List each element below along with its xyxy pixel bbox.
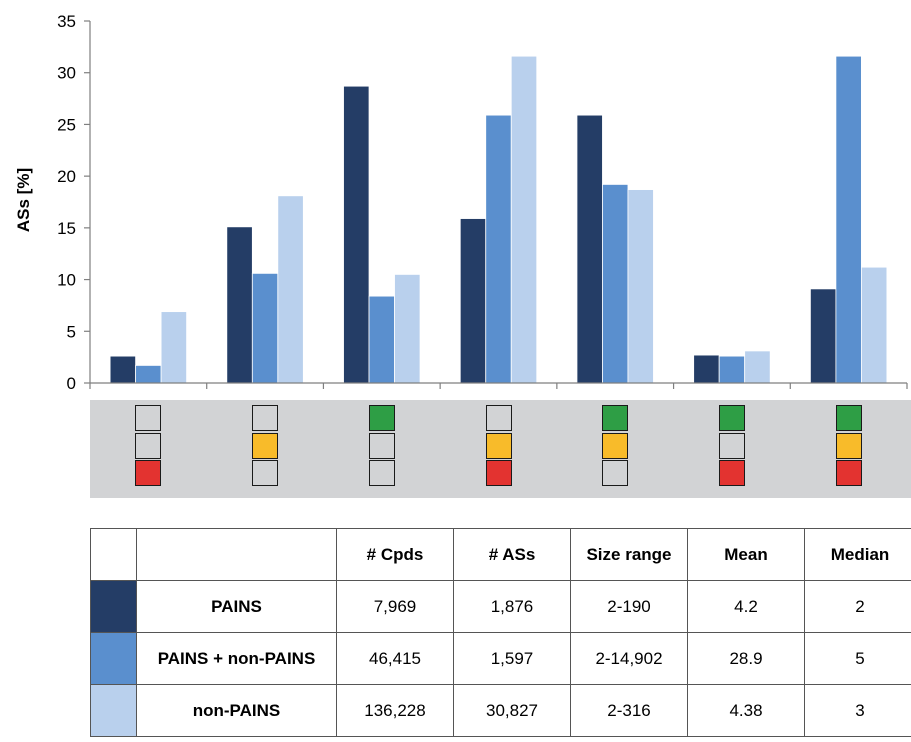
bar-non-pains-5 [627, 189, 654, 384]
bar-pains-non-pains-4 [485, 114, 512, 384]
pattern-glyph-6 [718, 405, 745, 488]
table-cell: 3 [804, 684, 911, 737]
y-tick-label: 30 [57, 64, 76, 83]
table-row: non-PAINS 136,228 30,827 2-316 4.38 3 [90, 684, 911, 737]
bar-pains-non-pains-6 [718, 355, 746, 384]
table-cell: 7,969 [336, 580, 454, 633]
y-tick-label: 10 [57, 271, 76, 290]
table-cell: 46,415 [336, 632, 454, 685]
table-cell: 136,228 [336, 684, 454, 737]
y-tick-label: 25 [57, 115, 76, 134]
bar-pains-6 [693, 354, 720, 384]
pattern-cell-red [485, 460, 512, 486]
statistics-table: # Cpds # ASs Size range Mean Median PAIN… [90, 528, 911, 737]
bar-chart: ASs [%] 0 5 10 15 20 25 30 35 [14, 12, 908, 393]
bar-pains-non-pains-3 [368, 295, 395, 384]
pattern-cell-yellow [602, 432, 629, 459]
y-tick-label: 0 [67, 374, 76, 393]
row-label: PAINS [136, 580, 337, 633]
bar-non-pains-2 [277, 195, 304, 384]
pattern-glyph-1 [135, 405, 162, 488]
table-cell: 4.2 [687, 580, 805, 633]
table-header-swatch [90, 528, 137, 581]
bar-pains-2 [226, 226, 253, 384]
substitution-pattern-panel [90, 400, 911, 498]
table-header-row: # Cpds # ASs Size range Mean Median [90, 528, 911, 581]
table-cell: 30,827 [453, 684, 571, 737]
table-row: PAINS 7,969 1,876 2-190 4.2 2 [90, 580, 911, 633]
pattern-glyph-5 [602, 405, 629, 488]
pattern-cell-green [368, 405, 395, 431]
table-row: PAINS + non-PAINS 46,415 1,597 2-14,902 … [90, 632, 911, 685]
bar-non-pains-6 [744, 350, 771, 384]
pattern-cell-yellow [485, 432, 512, 459]
bar-non-pains-4 [510, 55, 538, 384]
pattern-cell-gray [252, 405, 279, 431]
table-header-mean: Mean [687, 528, 805, 581]
series-swatch-pains [90, 580, 137, 633]
y-tick-label: 20 [57, 167, 76, 186]
pattern-cell-gray [368, 432, 395, 459]
bar-non-pains-1 [160, 311, 188, 384]
bar-non-pains-3 [394, 273, 421, 384]
pattern-cell-gray [485, 405, 512, 431]
pattern-cell-gray [135, 432, 162, 459]
pattern-cell-gray [135, 405, 162, 431]
bar-pains-4 [459, 218, 487, 384]
pattern-cell-red [135, 460, 162, 486]
table-cell: 1,876 [453, 580, 571, 633]
pattern-cell-yellow [252, 432, 279, 459]
pattern-glyph-3 [368, 405, 395, 488]
series-swatch-pains-non-pains [90, 632, 137, 685]
pattern-cell-gray [602, 460, 629, 486]
table-cell: 2-190 [570, 580, 688, 633]
bar-non-pains-7 [860, 266, 888, 384]
pattern-cell-green [602, 405, 629, 431]
pattern-cell-gray [252, 460, 279, 486]
pattern-cell-yellow [835, 432, 862, 459]
pattern-glyph-4 [485, 405, 512, 488]
pattern-cell-green [835, 405, 862, 431]
row-label: non-PAINS [136, 684, 337, 737]
table-cell: 5 [804, 632, 911, 685]
y-tick-label: 5 [67, 322, 76, 341]
pattern-cell-red [718, 460, 745, 486]
bar-pains-5 [576, 114, 603, 384]
series-swatch-non-pains [90, 684, 137, 737]
pattern-glyph-2 [252, 405, 279, 488]
pattern-cell-green [718, 405, 745, 431]
bar-pains-non-pains-2 [251, 272, 279, 384]
y-tick-label: 15 [57, 219, 76, 238]
row-label: PAINS + non-PAINS [136, 632, 337, 685]
table-header-size-range: Size range [570, 528, 688, 581]
pattern-cell-red [835, 460, 862, 486]
bar-pains-3 [343, 85, 370, 384]
bar-pains-7 [809, 288, 837, 384]
y-tick-label: 35 [57, 12, 76, 31]
pattern-cell-gray [368, 460, 395, 486]
table-cell: 4.38 [687, 684, 805, 737]
table-header-label [136, 528, 337, 581]
table-header-cpds: # Cpds [336, 528, 454, 581]
pattern-cell-gray [718, 432, 745, 459]
bar-pains-non-pains-5 [602, 184, 629, 384]
pattern-glyph-7 [835, 405, 862, 488]
y-axis-label: ASs [%] [14, 168, 33, 232]
table-cell: 1,597 [453, 632, 571, 685]
bar-pains-non-pains-7 [835, 55, 862, 384]
bar-pains-1 [109, 355, 137, 384]
bar-pains-non-pains-1 [135, 365, 162, 384]
table-header-ass: # ASs [453, 528, 571, 581]
table-cell: 2 [804, 580, 911, 633]
table-cell: 28.9 [687, 632, 805, 685]
table-header-median: Median [804, 528, 911, 581]
table-cell: 2-14,902 [570, 632, 688, 685]
table-cell: 2-316 [570, 684, 688, 737]
